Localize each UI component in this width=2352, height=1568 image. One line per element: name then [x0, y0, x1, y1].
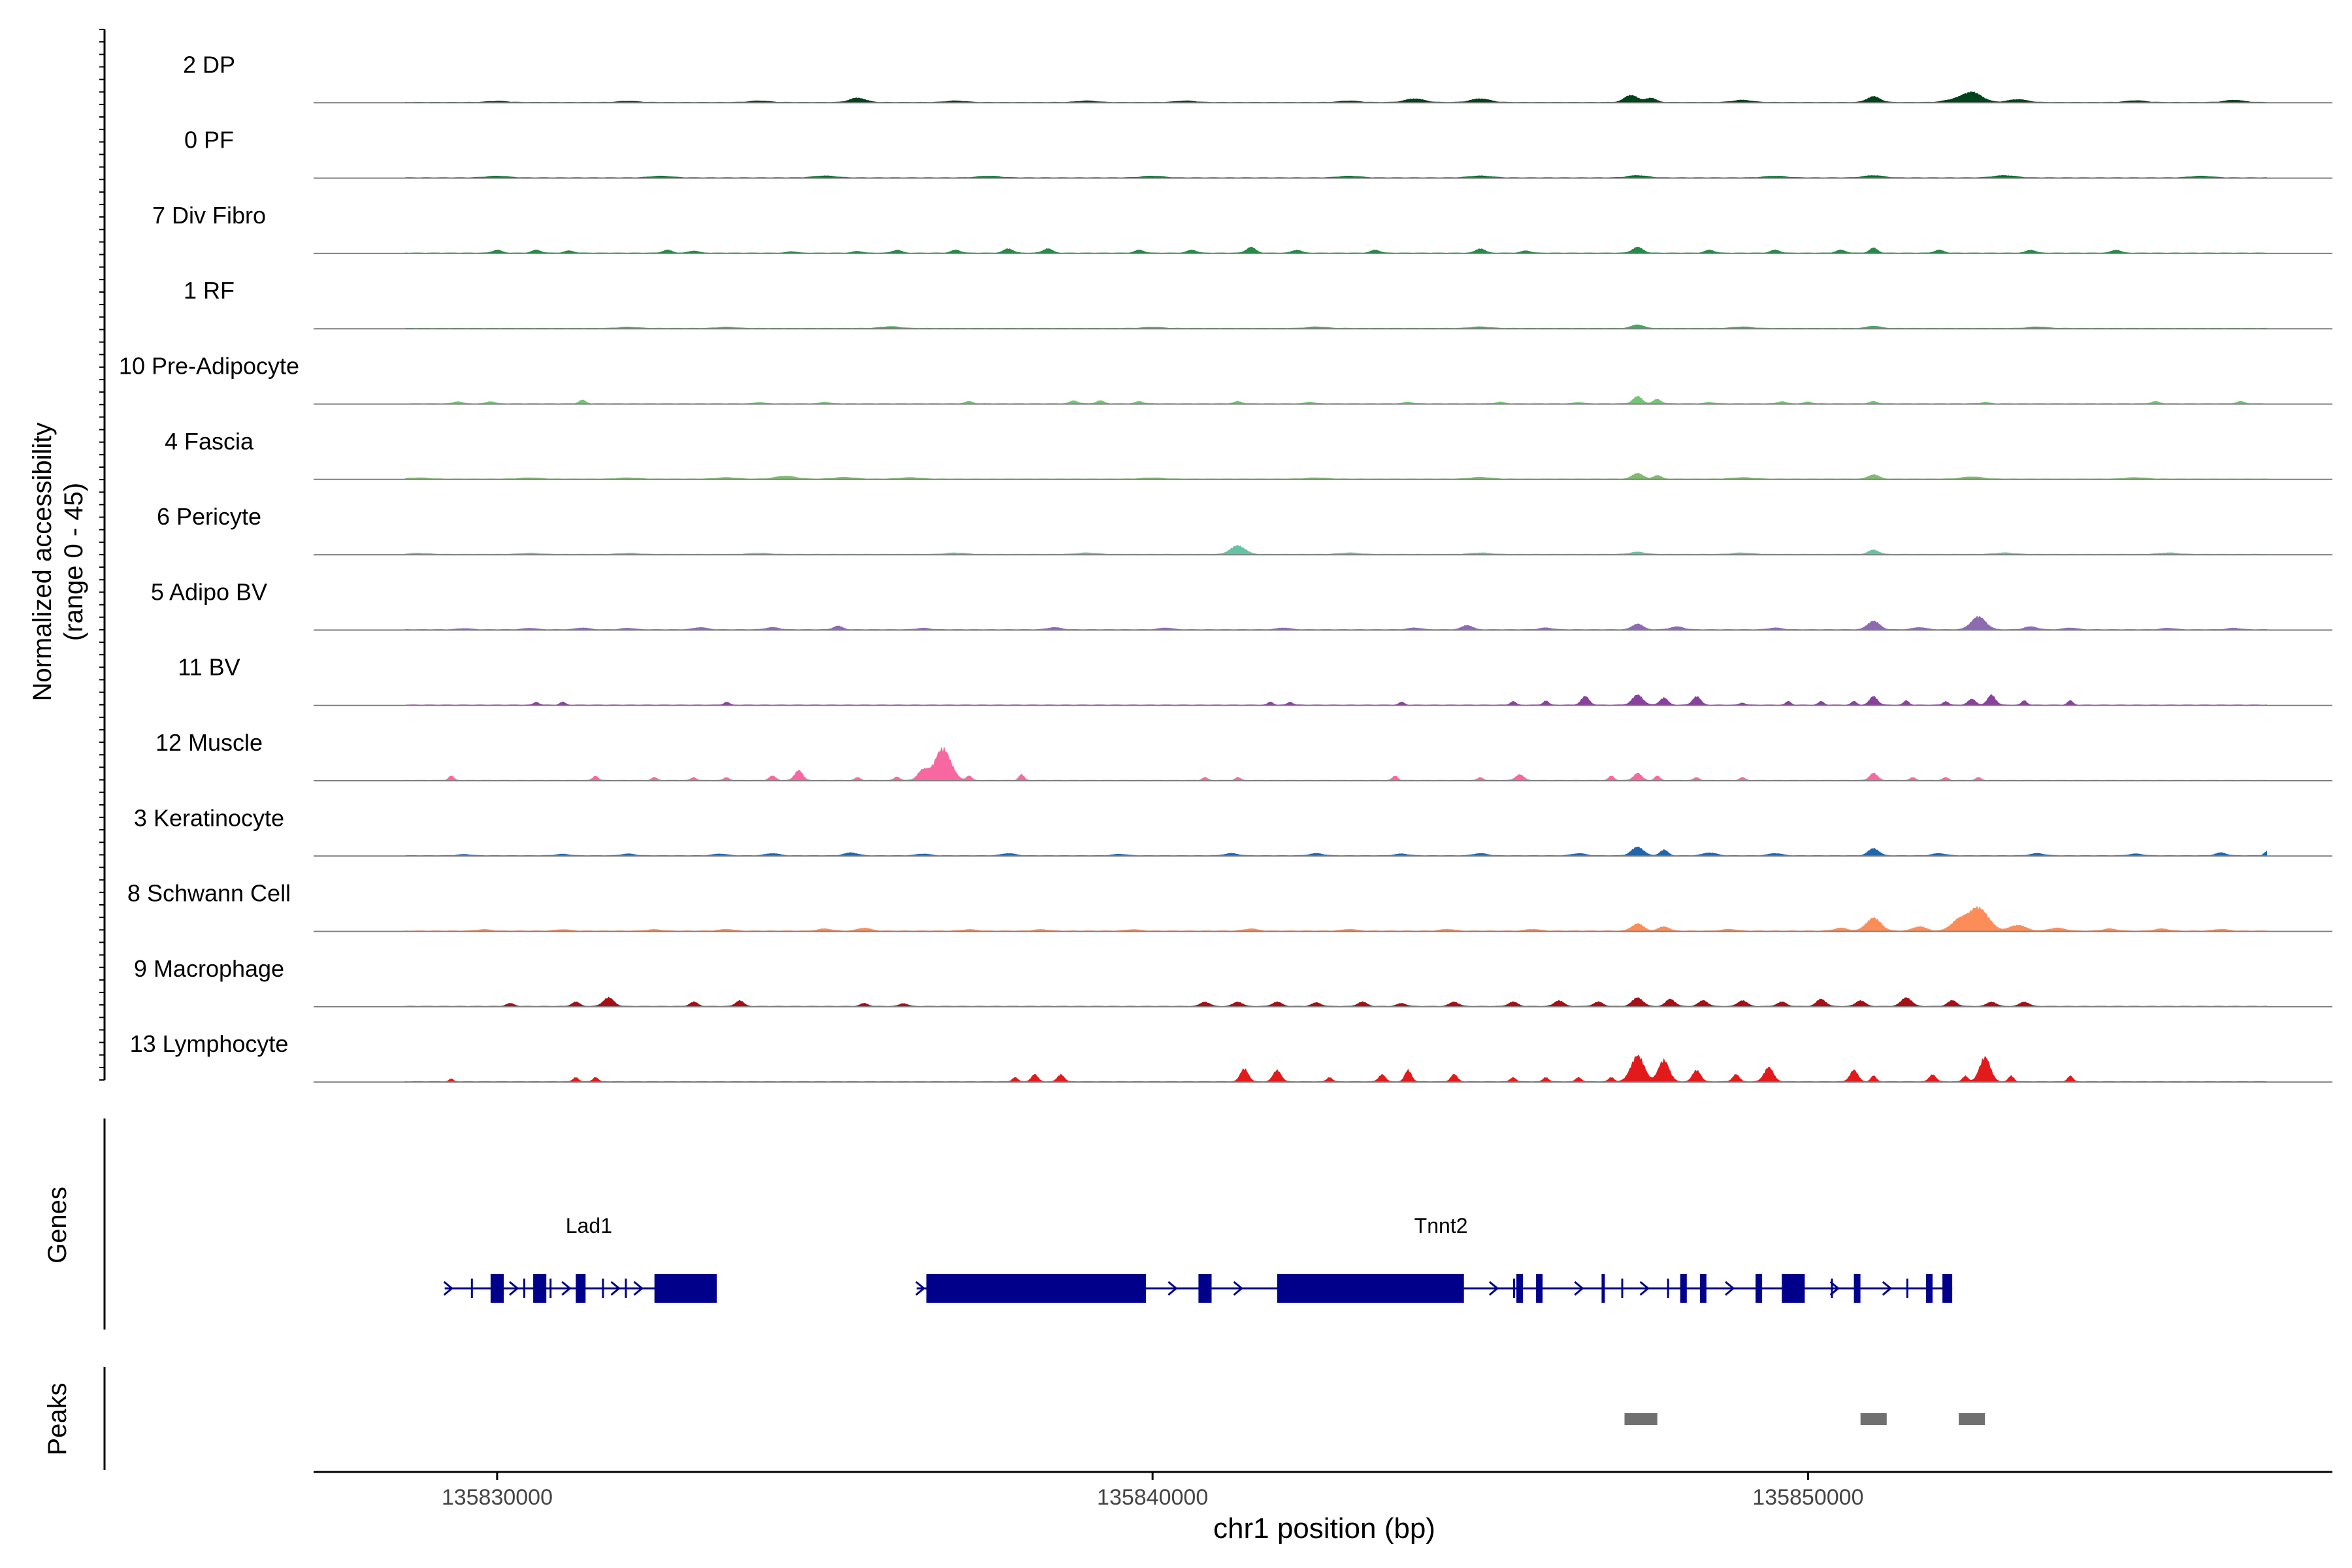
y-axis-label-line2: (range 0 - 45)	[59, 483, 88, 641]
gene-exon-thin	[523, 1279, 525, 1298]
strand-arrow	[633, 1281, 644, 1296]
y-axis-label-line1: Normalized accessibility	[28, 423, 57, 702]
track-12-muscle: 12 Muscle	[155, 729, 2332, 781]
gene-exon-thin	[470, 1279, 473, 1298]
gene-exon-thin	[1512, 1279, 1515, 1298]
gene-tnnt2: Tnnt2	[915, 1214, 1953, 1303]
track-10-pre-adipocyte: 10 Pre-Adipocyte	[119, 353, 2332, 405]
peaks-panel-label: Peaks	[43, 1382, 72, 1455]
track-7-div-fibro: 7 Div Fibro	[152, 202, 2332, 254]
coverage-area	[405, 906, 2267, 932]
gene-exon	[576, 1274, 586, 1303]
genes-panel: Lad1 Tnnt2	[443, 1214, 1953, 1303]
track-0-pf: 0 PF	[184, 127, 2332, 179]
track-label: 0 PF	[184, 127, 234, 154]
gene-exon	[1198, 1274, 1212, 1303]
track-11-bv: 11 BV	[178, 654, 2332, 706]
gene-exon	[1926, 1274, 1933, 1303]
strand-arrow	[1574, 1281, 1584, 1296]
gene-exon	[1756, 1274, 1763, 1303]
gene-exon-thin	[1667, 1279, 1669, 1298]
track-label: 13 Lymphocyte	[130, 1030, 289, 1057]
track-label: 9 Macrophage	[134, 955, 284, 982]
track-label: 11 BV	[178, 654, 240, 681]
gene-exon	[490, 1274, 504, 1303]
track-6-pericyte: 6 Pericyte	[157, 503, 2332, 556]
gene-exon	[1277, 1274, 1464, 1303]
strand-arrow	[1725, 1281, 1735, 1296]
track-label: 10 Pre-Adipocyte	[119, 353, 299, 380]
track-2-dp: 2 DP	[183, 51, 2332, 104]
gene-label: Lad1	[566, 1214, 612, 1237]
strand-arrow	[1168, 1281, 1178, 1296]
track-9-macrophage: 9 Macrophage	[134, 955, 2332, 1007]
x-tick-label: 135850000	[1752, 1485, 1863, 1510]
strand-arrow	[1639, 1281, 1650, 1296]
gene-exon	[926, 1274, 1147, 1303]
genes-panel-label: Genes	[43, 1186, 72, 1264]
peak-region	[1624, 1413, 1658, 1425]
track-label: 2 DP	[183, 51, 235, 78]
gene-exon	[1782, 1274, 1805, 1303]
track-4-fascia: 4 Fascia	[165, 428, 2332, 480]
track-label: 12 Muscle	[155, 729, 263, 756]
track-3-keratinocyte: 3 Keratinocyte	[134, 804, 2332, 857]
x-axis-title: chr1 position (bp)	[1213, 1512, 1435, 1544]
strand-arrow	[1882, 1281, 1893, 1296]
track-13-lymphocyte: 13 Lymphocyte	[130, 1030, 2332, 1083]
track-label: 4 Fascia	[165, 428, 254, 455]
strand-arrow	[443, 1281, 454, 1296]
coverage-tracks: 2 DP 0 PF 7 Div Fibro 1 RF 10 Pre-Adipocyte 4…	[119, 51, 2332, 1083]
track-label: 1 RF	[184, 277, 235, 304]
gene-exon	[1516, 1274, 1523, 1303]
gene-exon-thin	[549, 1279, 552, 1298]
strand-arrow	[1488, 1281, 1499, 1296]
strand-arrow	[561, 1281, 572, 1296]
x-tick-label: 135830000	[442, 1485, 553, 1510]
strand-arrow	[915, 1281, 926, 1296]
gene-exon-thin	[1906, 1279, 1908, 1298]
gene-exon-thin	[1621, 1279, 1624, 1298]
strand-arrow	[509, 1281, 519, 1296]
strand-arrow	[1829, 1281, 1840, 1296]
gene-exon	[1680, 1274, 1687, 1303]
y-axis-ruler	[99, 29, 106, 1081]
x-axis: 135830000 135840000 135850000	[442, 1472, 1863, 1510]
gene-exon	[1699, 1274, 1707, 1303]
gene-exon	[1536, 1274, 1543, 1303]
x-tick-label: 135840000	[1097, 1485, 1208, 1510]
track-label: 3 Keratinocyte	[134, 804, 284, 831]
gene-lad1: Lad1	[443, 1214, 717, 1303]
gene-exon-thin	[1831, 1279, 1833, 1298]
gene-exon	[1942, 1274, 1953, 1303]
track-8-schwann-cell: 8 Schwann Cell	[127, 880, 2332, 932]
gene-exon	[1854, 1274, 1861, 1303]
track-label: 7 Div Fibro	[152, 202, 266, 229]
gene-label: Tnnt2	[1414, 1214, 1468, 1237]
peak-region	[1959, 1413, 1985, 1425]
strand-arrow	[1233, 1281, 1243, 1296]
peaks-panel	[1624, 1413, 1985, 1425]
track-label: 5 Adipo BV	[151, 578, 267, 605]
track-1-rf: 1 RF	[184, 277, 2332, 330]
track-label: 8 Schwann Cell	[127, 880, 291, 907]
track-5-adipo-bv: 5 Adipo BV	[151, 578, 2332, 631]
gene-exon-thin	[625, 1279, 627, 1298]
strand-arrow	[610, 1281, 621, 1296]
peak-region	[1860, 1413, 1887, 1425]
gene-exon-thin	[602, 1279, 604, 1298]
gene-exon	[533, 1274, 547, 1303]
gene-exon	[654, 1274, 717, 1303]
gene-exon	[1601, 1274, 1605, 1303]
track-label: 6 Pericyte	[157, 503, 261, 530]
